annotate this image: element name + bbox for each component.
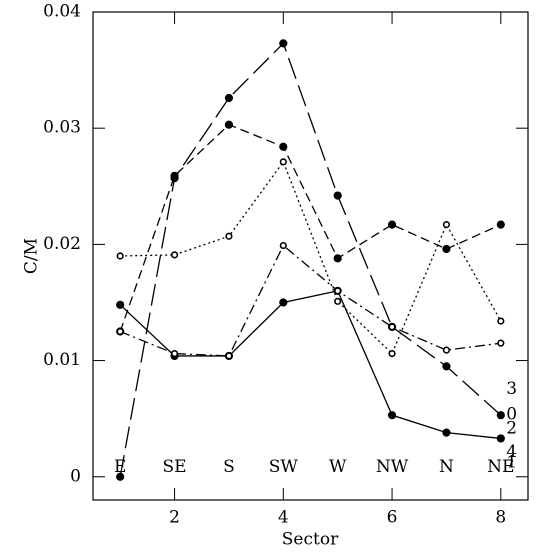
- data-point: [279, 158, 287, 166]
- data-point: [170, 350, 179, 358]
- series-annotation: 0: [506, 405, 517, 425]
- data-point: [442, 362, 451, 371]
- series-line: [119, 290, 501, 440]
- series-annotation: 3: [506, 379, 517, 399]
- sector-label: S: [223, 457, 235, 477]
- data-point: [442, 346, 451, 354]
- data-point: [225, 232, 233, 240]
- plot-frame: [92, 11, 529, 501]
- data-point: [333, 254, 342, 263]
- data-point: [333, 191, 342, 200]
- data-point: [442, 428, 451, 437]
- x-tick-label: 4: [278, 508, 289, 528]
- sector-label: SE: [163, 457, 187, 477]
- data-point: [387, 411, 397, 420]
- data-point: [116, 300, 125, 309]
- data-point: [116, 252, 124, 260]
- series-line: [120, 160, 502, 355]
- data-point: [279, 298, 288, 307]
- y-tick-label: 0.02: [43, 234, 81, 254]
- data-point: [388, 323, 396, 331]
- data-point: [170, 251, 179, 259]
- x-tick-label: 6: [387, 508, 398, 528]
- y-tick-label: 0.03: [43, 118, 81, 138]
- data-point: [279, 142, 288, 151]
- sector-label: NE: [487, 457, 514, 477]
- data-point: [224, 93, 234, 103]
- series-line: [119, 244, 501, 357]
- x-axis-label: Sector: [282, 530, 339, 550]
- series-line: [119, 123, 502, 332]
- y-axis-label: C/M: [22, 238, 42, 274]
- data-point: [497, 317, 505, 325]
- series-annotation: 4: [506, 442, 517, 462]
- sector-label: W: [329, 457, 347, 477]
- data-point: [279, 39, 288, 48]
- data-point: [334, 297, 342, 305]
- sector-label: SW: [269, 457, 299, 477]
- data-point: [388, 350, 396, 358]
- data-point: [387, 220, 397, 229]
- data-point: [442, 244, 451, 254]
- data-point: [116, 327, 124, 336]
- x-tick-label: 2: [169, 508, 180, 528]
- data-point: [116, 472, 125, 481]
- data-point: [170, 171, 179, 180]
- y-tick-label: 0.01: [43, 350, 81, 370]
- sector-label: NW: [376, 457, 409, 477]
- data-point: [224, 120, 234, 129]
- data-point: [334, 287, 342, 295]
- sector-label: N: [439, 457, 454, 477]
- x-tick-label: 8: [495, 508, 506, 528]
- y-tick-label: 0: [70, 466, 81, 486]
- series-annotation: 1: [506, 452, 517, 472]
- data-point: [279, 241, 287, 250]
- series-annotation: 2: [506, 419, 517, 439]
- data-point: [496, 220, 505, 229]
- data-point: [496, 434, 505, 443]
- series-line: [119, 42, 502, 477]
- y-tick-label: 0.04: [43, 2, 81, 22]
- data-point: [225, 352, 233, 360]
- data-point: [496, 411, 505, 420]
- data-point: [497, 339, 505, 347]
- data-point: [442, 221, 451, 229]
